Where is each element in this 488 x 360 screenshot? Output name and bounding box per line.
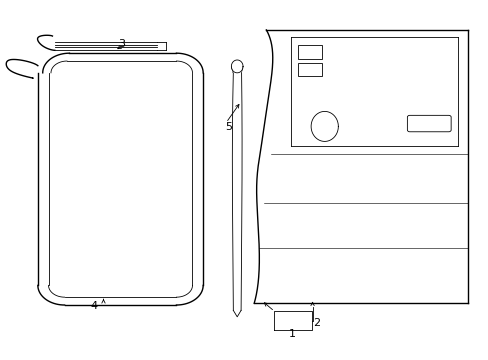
Bar	[297, 45, 322, 59]
Text: 2: 2	[312, 318, 319, 328]
Bar	[297, 63, 322, 76]
Text: 5: 5	[225, 122, 232, 132]
Text: 3: 3	[118, 39, 125, 49]
Text: 4: 4	[90, 301, 97, 311]
Text: 1: 1	[288, 329, 295, 339]
